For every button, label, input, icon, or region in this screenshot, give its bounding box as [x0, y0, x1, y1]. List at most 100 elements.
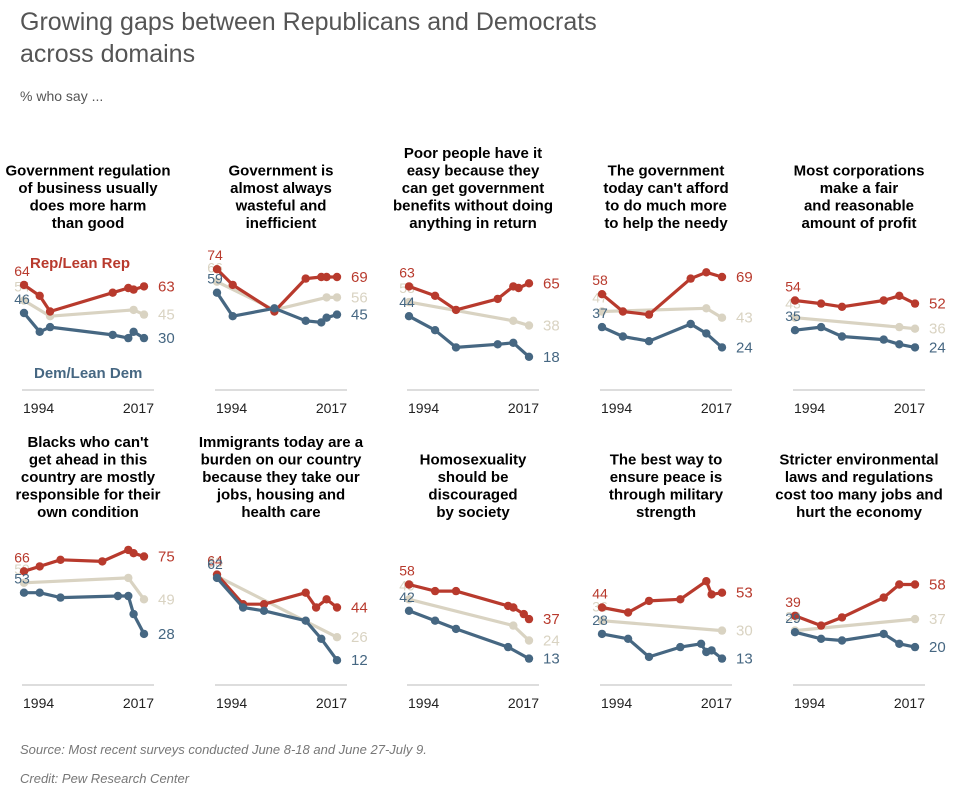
start-value-label: 66: [14, 549, 30, 565]
end-value-label: 52: [929, 296, 946, 313]
data-point-dem: [895, 340, 904, 349]
data-point-dem: [509, 338, 518, 347]
panel-title-line: burden on our country: [201, 452, 362, 469]
data-point-dem: [790, 628, 800, 637]
data-point-dem: [404, 312, 414, 321]
data-point-dem: [816, 322, 826, 332]
series-line-total: [600, 619, 724, 633]
panel-title-line: today can't afford: [603, 180, 728, 197]
data-point-rep: [322, 272, 331, 282]
end-value-label: 53: [736, 585, 753, 602]
data-point-rep: [259, 600, 269, 609]
panel-title-line: Government regulation: [5, 163, 170, 180]
panel-title-line: laws and regulations: [785, 469, 933, 486]
panel-title-line: country are mostly: [21, 469, 156, 486]
data-point-dem: [895, 639, 904, 648]
chart-title: Growing gaps between Republicans and Dem…: [20, 6, 920, 70]
data-point-total: [702, 304, 711, 313]
data-point-rep: [702, 577, 711, 586]
data-point-rep: [56, 555, 65, 564]
x-tick-label: 2017: [894, 400, 925, 416]
data-point-total: [212, 277, 222, 286]
panel-title-line: to help the needy: [604, 215, 728, 232]
panel-title-line: The government: [608, 163, 725, 180]
data-point-rep: [332, 272, 342, 282]
data-point-dem: [702, 329, 711, 338]
data-point-rep: [228, 280, 237, 290]
start-value-label: 39: [785, 594, 801, 610]
data-point-rep: [816, 299, 826, 308]
data-point-dem: [644, 652, 654, 662]
chart-title-line-1: Growing gaps between Republicans and Dem…: [20, 8, 597, 36]
start-value-label: 29: [785, 610, 801, 626]
panel-title-line: and reasonable: [804, 198, 914, 215]
end-value-label: 45: [158, 307, 175, 324]
data-point-dem: [430, 616, 440, 625]
data-point-rep: [139, 282, 149, 291]
credit-note: Credit: Pew Research Center: [20, 771, 190, 786]
end-value-label: 63: [158, 278, 175, 295]
start-value-label: 63: [207, 554, 223, 570]
panel-title-line: Homosexuality: [420, 452, 527, 469]
data-point-rep: [139, 552, 149, 561]
x-tick-label: 2017: [316, 400, 347, 416]
panel-title-line: amount of profit: [802, 215, 917, 232]
panel-title-line: than good: [52, 215, 124, 232]
data-point-dem: [910, 343, 920, 352]
panel-title-line: benefits without doing: [393, 198, 553, 215]
data-point-dem: [597, 629, 607, 639]
data-point-dem: [644, 337, 654, 346]
x-tick-label: 1994: [794, 400, 825, 416]
data-point-rep: [45, 307, 55, 316]
panel-title-line: of business usually: [18, 180, 158, 197]
data-point-rep: [910, 580, 920, 589]
data-point-dem: [56, 593, 65, 602]
x-tick-label: 2017: [508, 400, 539, 416]
data-point-dem: [790, 326, 800, 335]
data-point-dem: [35, 327, 44, 336]
series-line-dem: [215, 576, 339, 662]
start-value-label: 42: [399, 589, 415, 605]
series-line-total: [793, 617, 917, 633]
data-point-dem: [259, 606, 269, 615]
data-point-dem: [113, 591, 123, 601]
data-point-dem: [696, 639, 706, 648]
data-point-rep: [311, 603, 321, 612]
data-point-rep: [702, 268, 711, 277]
data-point-dem: [676, 642, 685, 652]
start-value-label: 44: [399, 294, 415, 310]
end-value-label: 30: [736, 623, 753, 640]
data-point-rep: [404, 282, 414, 291]
data-point-rep: [98, 557, 107, 566]
data-point-dem: [717, 343, 727, 352]
panel-title-line: discouraged: [428, 487, 517, 504]
data-point-rep: [686, 274, 695, 283]
data-point-dem: [837, 332, 847, 341]
end-value-label: 24: [929, 339, 946, 356]
data-point-dem: [270, 304, 279, 313]
panel-title-line: hurt the economy: [796, 504, 923, 521]
panel-title-line: health care: [241, 504, 320, 521]
data-point-rep: [519, 609, 528, 619]
data-point-rep: [790, 611, 800, 620]
panel-title-line: should be: [438, 469, 509, 486]
end-value-label: 69: [351, 269, 368, 286]
data-point-rep: [895, 580, 904, 589]
data-point-total: [404, 595, 414, 604]
start-value-label: 62: [207, 556, 223, 572]
data-point-dem: [139, 333, 149, 343]
start-value-label: 37: [592, 305, 608, 321]
end-value-label: 56: [351, 289, 368, 306]
end-value-label: 13: [543, 651, 560, 668]
data-point-rep: [430, 586, 440, 596]
data-point-total: [129, 305, 138, 315]
data-point-dem: [623, 634, 633, 643]
panel-title-line: does more harm: [30, 198, 147, 215]
series-line-total: [215, 574, 339, 639]
start-value-label: 54: [785, 279, 801, 295]
x-tick-label: 1994: [601, 400, 632, 416]
data-point-rep: [19, 567, 29, 576]
data-point-dem: [837, 636, 847, 645]
